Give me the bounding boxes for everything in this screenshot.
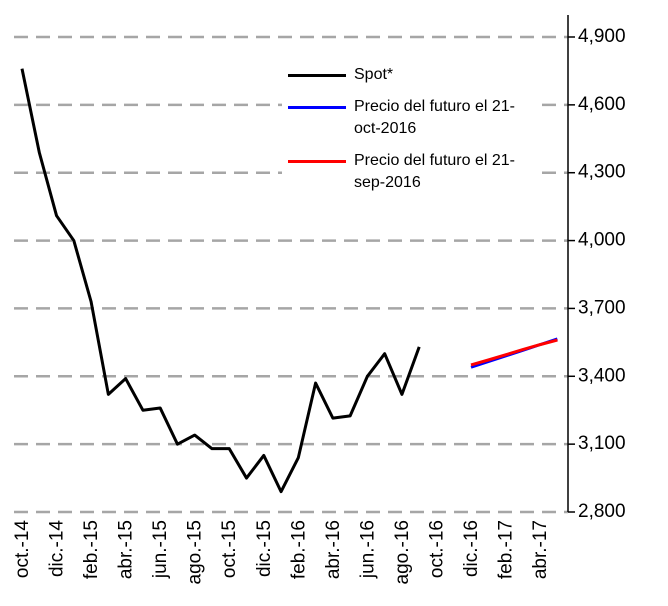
x-tick-label: oct.-14 bbox=[12, 520, 33, 579]
legend-label: Precio del futuro el 21-oct-2016 bbox=[354, 98, 515, 137]
x-tick-label: oct.-15 bbox=[219, 520, 240, 578]
legend-entry: Precio del futuro el 21-oct-2016 bbox=[282, 96, 542, 140]
x-tick-group: dic.-16 bbox=[461, 520, 482, 577]
series-line bbox=[470, 338, 558, 367]
legend-swatch bbox=[288, 74, 346, 77]
x-tick-group: feb.-16 bbox=[288, 520, 309, 579]
x-tick-label: abr.-15 bbox=[116, 520, 137, 579]
y-tick-label: 4,600 bbox=[578, 94, 626, 115]
legend: Spot* Precio del futuro el 21-oct-2016 Pre… bbox=[282, 60, 542, 208]
legend-entry: Precio del futuro el 21-sep-2016 bbox=[282, 150, 542, 194]
y-tick-label: 3,100 bbox=[578, 433, 626, 454]
x-tick-group: oct.-14 bbox=[12, 520, 33, 579]
y-tick-label: 4,300 bbox=[578, 162, 626, 183]
y-tick-label: 3,400 bbox=[578, 365, 626, 386]
y-tick-label: 3,700 bbox=[578, 297, 626, 318]
x-tick-group: abr.-15 bbox=[116, 520, 137, 579]
x-tick-label: abr.-16 bbox=[323, 520, 344, 579]
x-tick-group: dic.-14 bbox=[47, 520, 68, 577]
y-tick-label: 2,800 bbox=[578, 501, 626, 522]
x-tick-group: abr.-16 bbox=[323, 520, 344, 579]
x-tick-label: jun.-16 bbox=[357, 520, 378, 579]
x-tick-group: feb.-15 bbox=[81, 520, 102, 579]
x-tick-group: abr.-17 bbox=[530, 520, 551, 579]
y-tick-label: 4,900 bbox=[578, 26, 626, 47]
x-tick-label: dic.-14 bbox=[47, 520, 68, 577]
x-tick-label: oct.-16 bbox=[426, 520, 447, 578]
x-tick-label: jun.-15 bbox=[150, 520, 171, 579]
x-tick-label: feb.-17 bbox=[496, 520, 517, 579]
x-tick-group: jun.-15 bbox=[150, 520, 171, 579]
x-tick-label: abr.-17 bbox=[530, 520, 551, 579]
y-tick-label: 4,000 bbox=[578, 230, 626, 251]
x-tick-label: feb.-15 bbox=[81, 520, 102, 579]
x-tick-group: oct.-15 bbox=[219, 520, 240, 578]
x-tick-label: ago.-15 bbox=[185, 520, 206, 584]
x-tick-label: dic.-15 bbox=[254, 520, 275, 577]
x-tick-group: feb.-17 bbox=[496, 520, 517, 579]
series-line bbox=[20, 68, 421, 494]
x-tick-label: feb.-16 bbox=[288, 520, 309, 579]
x-tick-group: oct.-16 bbox=[426, 520, 447, 578]
x-tick-group: dic.-15 bbox=[254, 520, 275, 577]
legend-entry: Spot* bbox=[282, 64, 542, 86]
legend-swatch bbox=[288, 160, 346, 163]
x-tick-group: ago.-16 bbox=[392, 520, 413, 584]
x-tick-group: ago.-15 bbox=[185, 520, 206, 584]
x-tick-label: dic.-16 bbox=[461, 520, 482, 577]
x-tick-label: ago.-16 bbox=[392, 520, 413, 584]
legend-label: Spot* bbox=[354, 66, 394, 83]
x-tick-group: jun.-16 bbox=[357, 520, 378, 579]
legend-label: Precio del futuro el 21-sep-2016 bbox=[354, 152, 515, 191]
legend-swatch bbox=[288, 106, 346, 109]
